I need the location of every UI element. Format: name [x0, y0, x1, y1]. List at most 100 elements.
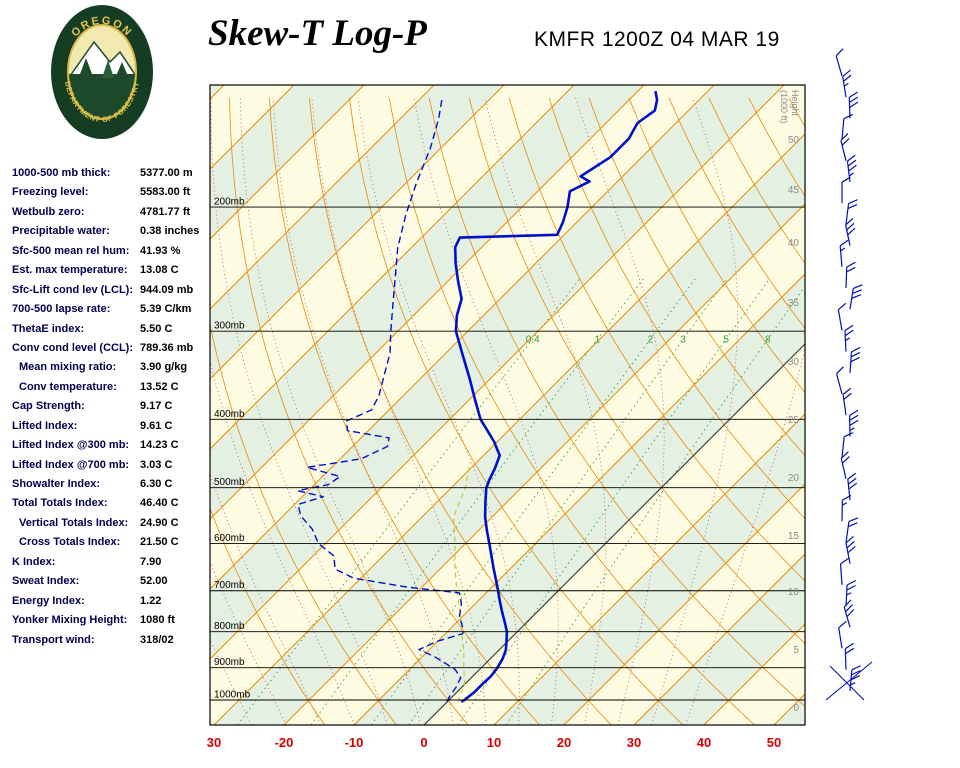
index-row: ThetaE index: 5.50 C [12, 323, 217, 342]
dry-adiabat-line [588, 97, 805, 457]
index-row: Sweat Index: 52.00 [12, 575, 217, 594]
index-label: Lifted Index @300 mb: [12, 439, 130, 452]
index-value: 1080 ft [140, 614, 175, 627]
index-value: 789.36 mb [140, 341, 194, 354]
index-label: Sweat Index: [12, 575, 80, 588]
mixing-ratio-label: 2 [648, 334, 654, 345]
dry-adiabat-line [628, 97, 805, 394]
height-axis-label: 30 [788, 357, 800, 368]
index-value: 3.90 g/kg [140, 361, 188, 374]
index-label: Yonker Mixing Height: [12, 614, 128, 627]
index-value: 9.17 C [140, 400, 173, 413]
moist-adiabat-line [484, 97, 606, 725]
index-row: Cap Strength: 9.17 C [12, 400, 217, 419]
index-label: Vertical Totals Index: [19, 516, 129, 529]
temp-axis-label: 0 [420, 735, 427, 750]
index-row: Conv cond level (CCL): 789.36 mb [12, 342, 217, 361]
pressure-label: 200mb [214, 197, 245, 208]
parcel-trace [452, 461, 471, 703]
height-axis-label: 45 [788, 185, 800, 196]
wind-barb [838, 620, 847, 649]
index-label: Wetbulb zero: [12, 205, 85, 218]
index-label: Lifted Index @700 mb: [12, 458, 130, 471]
wind-barb [837, 302, 847, 331]
index-row: Wetbulb zero: 4781.77 ft [12, 206, 217, 225]
pressure-label: 500mb [214, 477, 245, 488]
index-value: 944.09 mb [140, 283, 194, 296]
height-axis-label: 10 [788, 587, 800, 598]
plot-border [209, 84, 806, 726]
height-axis-label: 40 [788, 238, 800, 249]
index-row: Est. max temperature: 13.08 C [12, 264, 217, 283]
isotherm-band [210, 85, 224, 99]
index-label: Freezing level: [12, 186, 89, 199]
wind-barb [842, 69, 852, 98]
index-value: 0.38 inches [140, 225, 200, 238]
isotherm-line [213, 133, 805, 725]
height-axis-subtitle: (1000 ft) [779, 90, 789, 124]
wind-barb-column [825, 48, 873, 701]
index-value: 4781.77 ft [140, 205, 191, 218]
wind-barb [845, 261, 856, 289]
moist-adiabat-line [357, 97, 520, 725]
index-value: 13.08 C [140, 264, 179, 277]
moist-adiabat-line [413, 97, 559, 725]
wind-barb [841, 176, 851, 204]
isotherm-line [210, 85, 225, 100]
index-row: Freezing level: 5583.00 ft [12, 186, 217, 205]
indices-panel: 1000-500 mb thick: 5377.00 m Freezing leve… [12, 167, 217, 653]
index-value: 41.93 % [140, 244, 181, 257]
station-datetime: KMFR 1200Z 04 MAR 19 [534, 28, 780, 51]
temp-axis-label: 30 [207, 735, 221, 750]
wind-barb [840, 133, 850, 161]
wind-barb [849, 346, 861, 373]
pressure-label: 400mb [214, 409, 245, 420]
index-value: 52.00 [140, 575, 168, 588]
wind-barb [845, 536, 856, 564]
wind-barb [846, 154, 857, 183]
index-label: ThetaE index: [12, 322, 85, 335]
index-value: 6.30 C [140, 478, 173, 490]
dry-adiabat-line [548, 97, 805, 520]
pressure-label: 900mb [214, 657, 245, 668]
mixing-ratio-line [505, 285, 805, 725]
index-label: 700-500 lapse rate: [12, 303, 111, 316]
index-row: 1000-500 mb thick: 5377.00 m [12, 167, 217, 186]
wind-barb [840, 451, 850, 479]
index-row: Lifted Index @700 mb: 3.03 C [12, 459, 217, 478]
mixing-ratio-line [457, 278, 770, 725]
wind-barb [845, 579, 857, 607]
wind-barb [845, 199, 858, 225]
temperature-trace [453, 90, 659, 703]
index-value: 5583.00 ft [140, 186, 191, 199]
index-value: 21.50 C [140, 536, 179, 549]
moist-adiabat-line [311, 97, 487, 725]
pressure-label: 1000mb [214, 690, 251, 701]
index-value: 46.40 C [140, 497, 179, 510]
dry-adiabat-line [428, 97, 805, 707]
index-row: Showalter Index: 6.30 C [12, 478, 217, 497]
wind-barb [841, 494, 852, 522]
moist-adiabat-line [273, 97, 454, 725]
mixing-ratio-line [370, 278, 696, 725]
index-value: 13.52 C [140, 380, 179, 393]
mixing-ratio-line [408, 278, 728, 725]
isotherm-line [210, 85, 715, 590]
index-label: Conv temperature: [19, 380, 117, 393]
index-row: Mean mixing ratio: 3.90 g/kg [12, 361, 217, 380]
index-value: 3.03 C [140, 458, 173, 471]
index-label: Sfc-500 mean rel hum: [12, 244, 130, 257]
height-axis-label: 15 [788, 531, 800, 542]
temp-axis-label: -20 [275, 735, 294, 750]
isotherm-line [563, 483, 805, 725]
index-label: Showalter Index: [12, 478, 101, 490]
wind-barb [845, 217, 856, 246]
mixing-ratio-label: 5 [723, 334, 729, 345]
pressure-label: 800mb [214, 621, 245, 632]
wind-barb [849, 409, 859, 437]
index-value: 7.90 [140, 555, 162, 568]
isotherm-line [633, 553, 805, 725]
wind-barb [844, 324, 854, 352]
index-row: K Index: 7.90 [12, 556, 217, 575]
